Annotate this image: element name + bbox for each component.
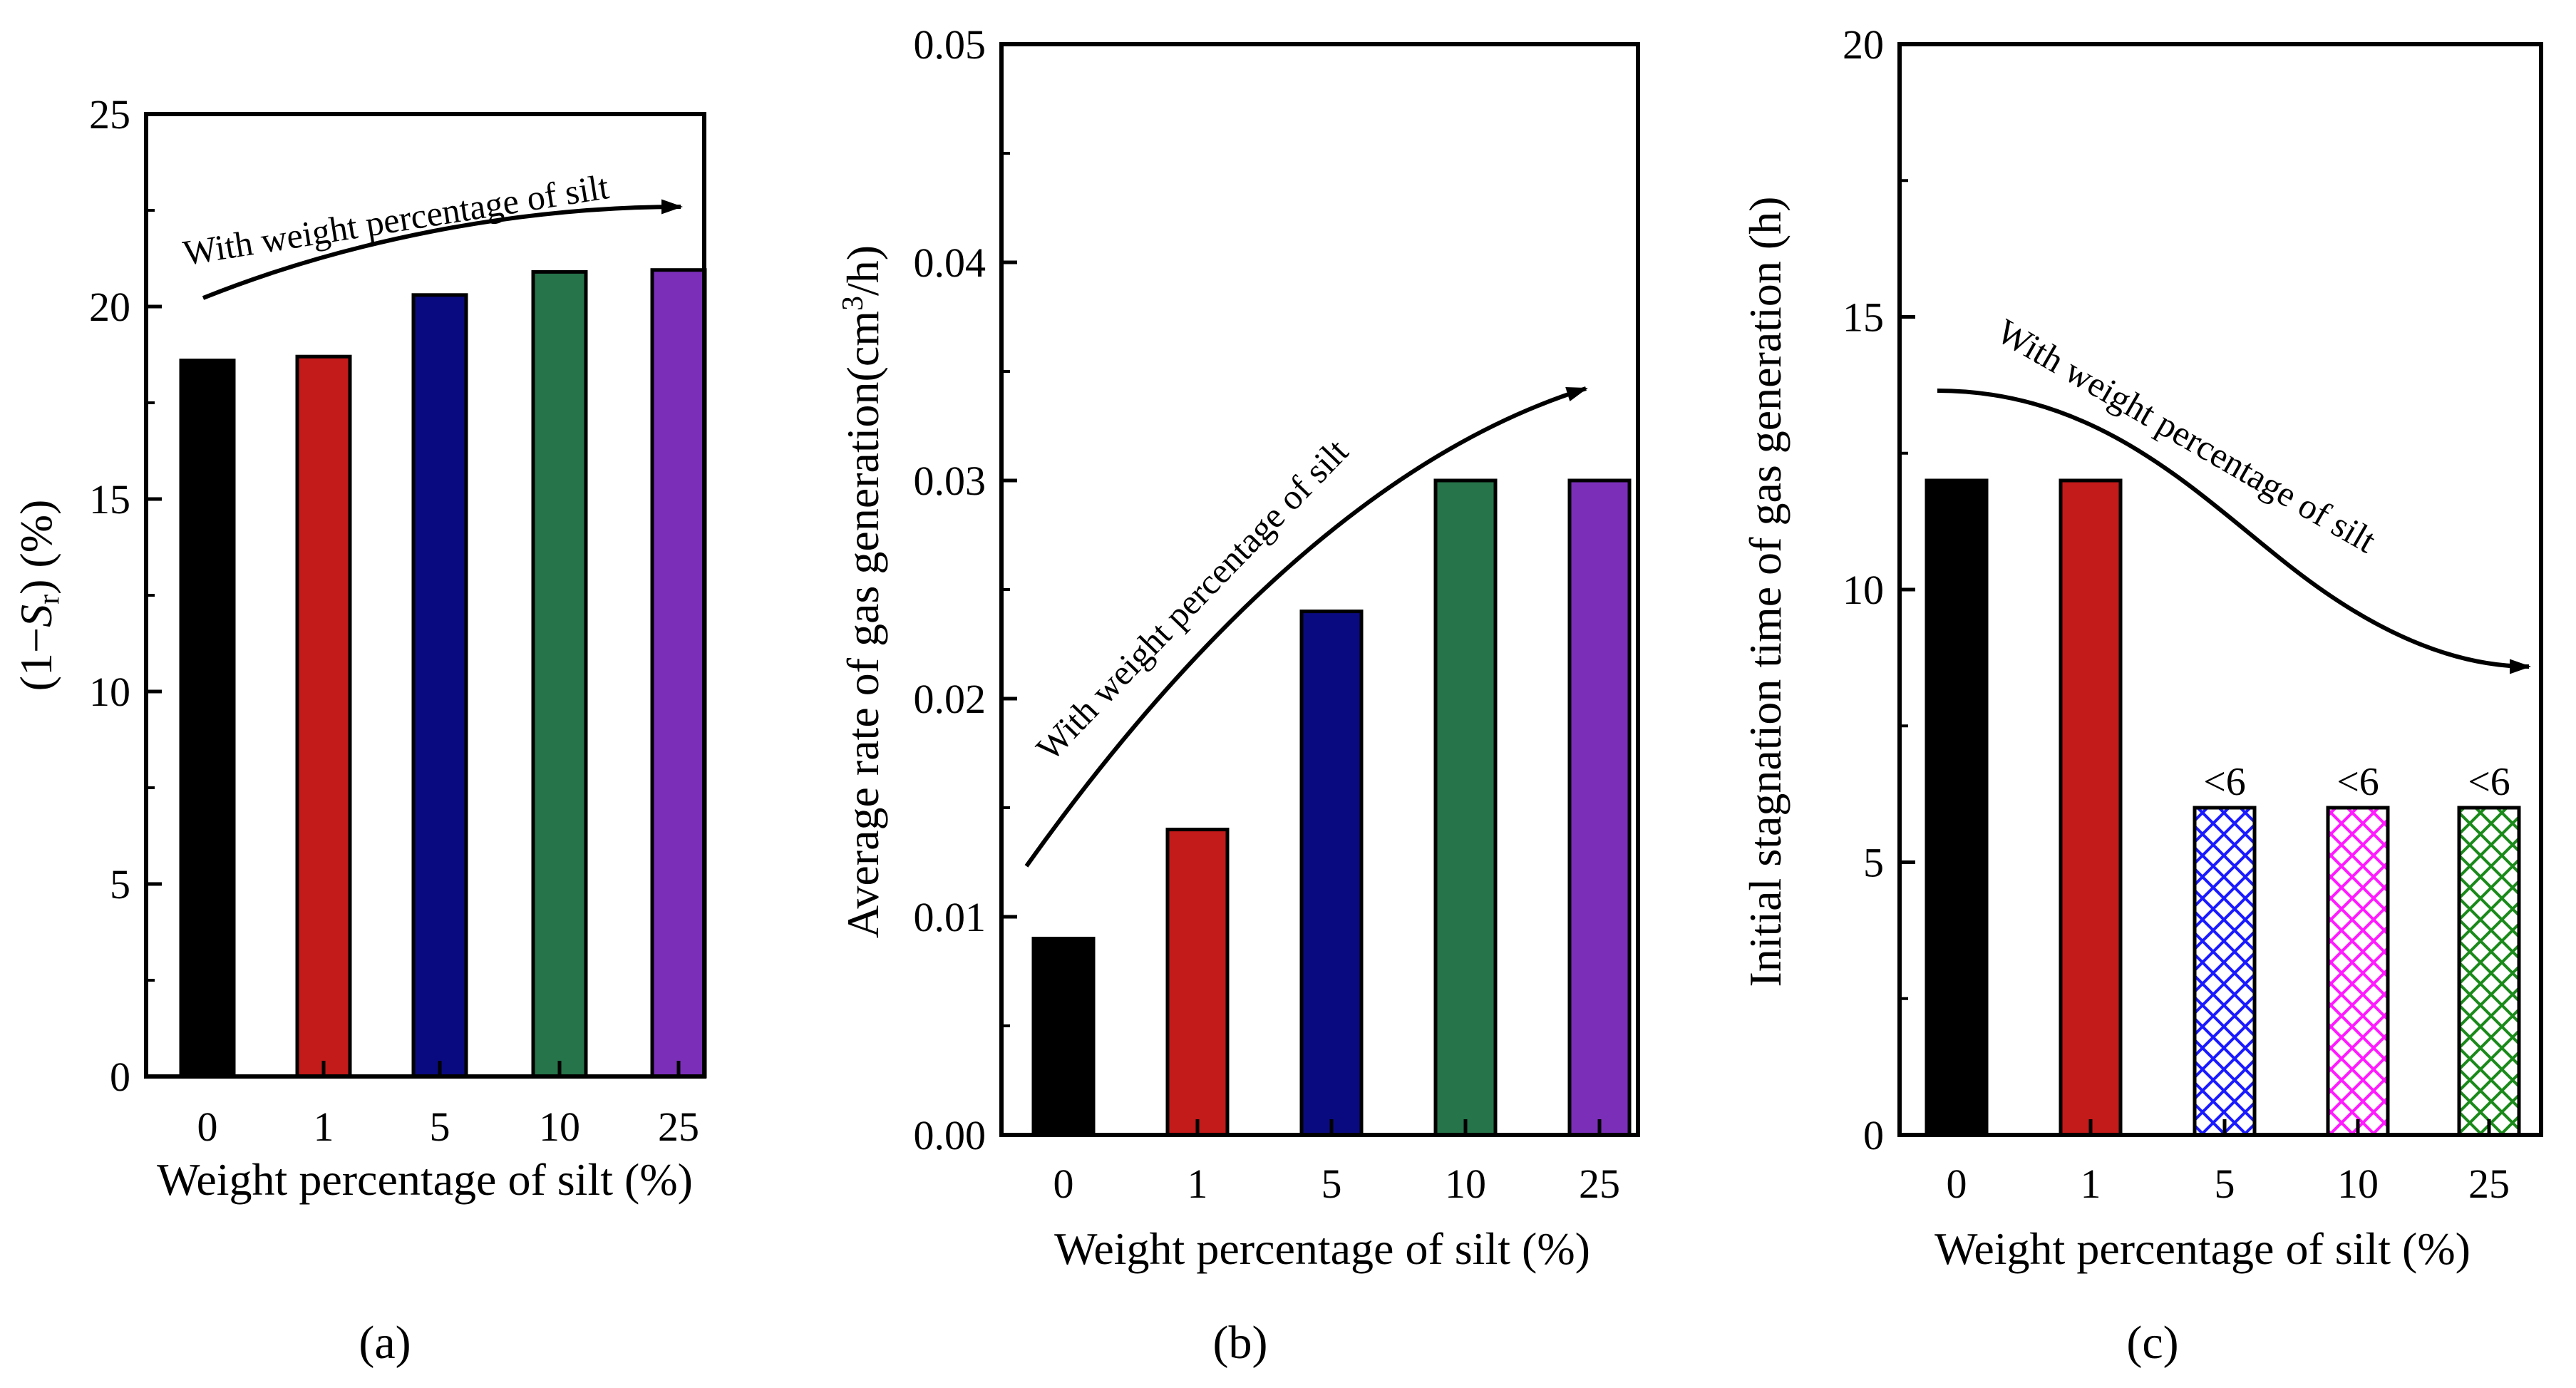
bar-5: [411, 293, 468, 1079]
bar-10: [1433, 478, 1498, 1137]
x-tick-label: 5: [430, 1104, 450, 1150]
bar-25: [2457, 806, 2521, 1137]
y-axis-title-c: Initial stagnation time of gas generatio…: [1740, 197, 1791, 987]
x-tick-label: 10: [1445, 1161, 1486, 1207]
y-tick-label: 5: [110, 861, 130, 908]
y-tick-label: 0.03: [914, 458, 986, 504]
x-axis-title-a: Weight percentage of silt (%): [157, 1154, 693, 1205]
x-axis-title-b: Weight percentage of silt (%): [1054, 1223, 1590, 1274]
x-tick-label: 10: [539, 1104, 580, 1150]
bar-10: [2326, 806, 2390, 1137]
x-ticks-c: 0 1 5 10 25: [1947, 1119, 2510, 1207]
y-tick-label: 15: [89, 476, 130, 523]
annotation-a: With weight percentage of silt: [180, 166, 612, 273]
y-ticks-c: 0 5 10 15 20: [1843, 21, 1915, 1158]
panel-label-c: (c): [2126, 1317, 2178, 1369]
y-tick-label: 0: [1863, 1112, 1884, 1158]
bar-1: [2059, 478, 2123, 1137]
y-tick-label: 0.00: [914, 1112, 986, 1158]
annotation-c: With weight percentage of silt: [1991, 311, 2384, 560]
plot-frame-a: [144, 112, 706, 1079]
y-tick-label: 0.04: [914, 240, 986, 286]
panel-label-b: (b): [1213, 1317, 1268, 1369]
y-ticks-a: 0 5 10 15 20 25: [89, 91, 162, 1100]
panel-b: 0.000.010.020.030.040.05 0 1 5 10 25 With we…: [837, 21, 1640, 1369]
bar-label: <6: [2337, 760, 2379, 804]
x-axis-title-c: Weight percentage of silt (%): [1934, 1223, 2471, 1274]
x-tick-label: 25: [1579, 1161, 1620, 1207]
y-tick-label: 0.02: [914, 676, 986, 722]
bar-label: <6: [2468, 760, 2510, 804]
x-tick-label: 0: [197, 1104, 218, 1150]
bar-1: [1165, 828, 1230, 1137]
plot-frame-b: [999, 42, 1640, 1137]
y-tick-label: 20: [1843, 21, 1884, 68]
y-ticks-b: 0.00 0.01 0.02 0.03 0.04 0.05: [914, 21, 1017, 1158]
x-tick-label: 5: [1322, 1161, 1342, 1207]
y-axis-title-b: Average rate of gas generation(cm3/h): [837, 245, 888, 938]
bar-0: [1031, 937, 1096, 1137]
trend-arrow-b: [1024, 386, 1588, 868]
bar-25: [650, 268, 707, 1079]
bar-1: [295, 354, 352, 1079]
bars-a: [179, 268, 707, 1079]
x-tick-label: 5: [2215, 1161, 2235, 1207]
bar-5: [1299, 610, 1364, 1137]
y-tick-label: 15: [1843, 294, 1884, 341]
x-tick-label: 10: [2337, 1161, 2379, 1207]
y-tick-label: 0: [110, 1054, 130, 1100]
x-ticks-b: 0 1 5 10 25: [1053, 1119, 1620, 1207]
x-tick-label: 25: [658, 1104, 699, 1150]
y-tick-label: 0.05: [914, 21, 986, 68]
y-tick-label: 10: [1843, 567, 1884, 613]
plot-frame-c: [1897, 42, 2543, 1137]
trend-arrow-a: [202, 199, 683, 300]
y-tick-label: 10: [89, 669, 130, 715]
bar-25: [1567, 478, 1632, 1137]
panel-label-a: (a): [359, 1317, 411, 1369]
bar-10: [531, 269, 588, 1079]
x-tick-label: 25: [2468, 1161, 2510, 1207]
y-tick-label: 25: [89, 91, 130, 138]
y-tick-label: 0.01: [914, 894, 986, 940]
x-tick-label: 1: [2081, 1161, 2101, 1207]
bar-5: [2193, 806, 2257, 1137]
y-axis-title-a: (1−Sr) (%): [11, 500, 66, 692]
x-tick-label: 0: [1053, 1161, 1074, 1207]
bar-label: <6: [2203, 760, 2246, 804]
x-tick-label: 0: [1947, 1161, 1967, 1207]
bars-b: [1031, 478, 1632, 1137]
x-tick-label: 1: [314, 1104, 334, 1150]
bar-0: [1925, 478, 1989, 1137]
x-tick-label: 1: [1187, 1161, 1208, 1207]
y-tick-label: 5: [1863, 840, 1884, 886]
bars-c: <6 <6 <6: [1925, 478, 2521, 1137]
bar-0: [179, 359, 236, 1079]
x-ticks-a: 0 1 5 10 25: [197, 1061, 699, 1150]
y-tick-label: 20: [89, 284, 130, 330]
trend-arrow-c: [1937, 389, 2531, 674]
